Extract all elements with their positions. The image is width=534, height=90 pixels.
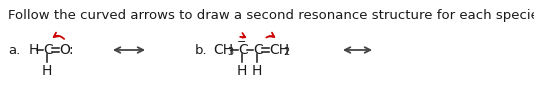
Text: CH: CH xyxy=(269,43,289,57)
Text: 3: 3 xyxy=(227,47,233,57)
Text: a.: a. xyxy=(8,43,20,57)
Text: CH: CH xyxy=(213,43,233,57)
Text: O: O xyxy=(59,43,70,57)
Text: H: H xyxy=(237,64,247,78)
Text: :: : xyxy=(68,43,73,57)
Text: −: − xyxy=(237,37,246,47)
Text: C: C xyxy=(238,43,248,57)
Text: C: C xyxy=(43,43,53,57)
Text: H: H xyxy=(29,43,40,57)
Text: C: C xyxy=(253,43,263,57)
Text: H: H xyxy=(252,64,262,78)
Text: b.: b. xyxy=(195,43,208,57)
Text: Follow the curved arrows to draw a second resonance structure for each species.: Follow the curved arrows to draw a secon… xyxy=(8,9,534,22)
Text: 2: 2 xyxy=(283,47,289,57)
Text: H: H xyxy=(42,64,52,78)
